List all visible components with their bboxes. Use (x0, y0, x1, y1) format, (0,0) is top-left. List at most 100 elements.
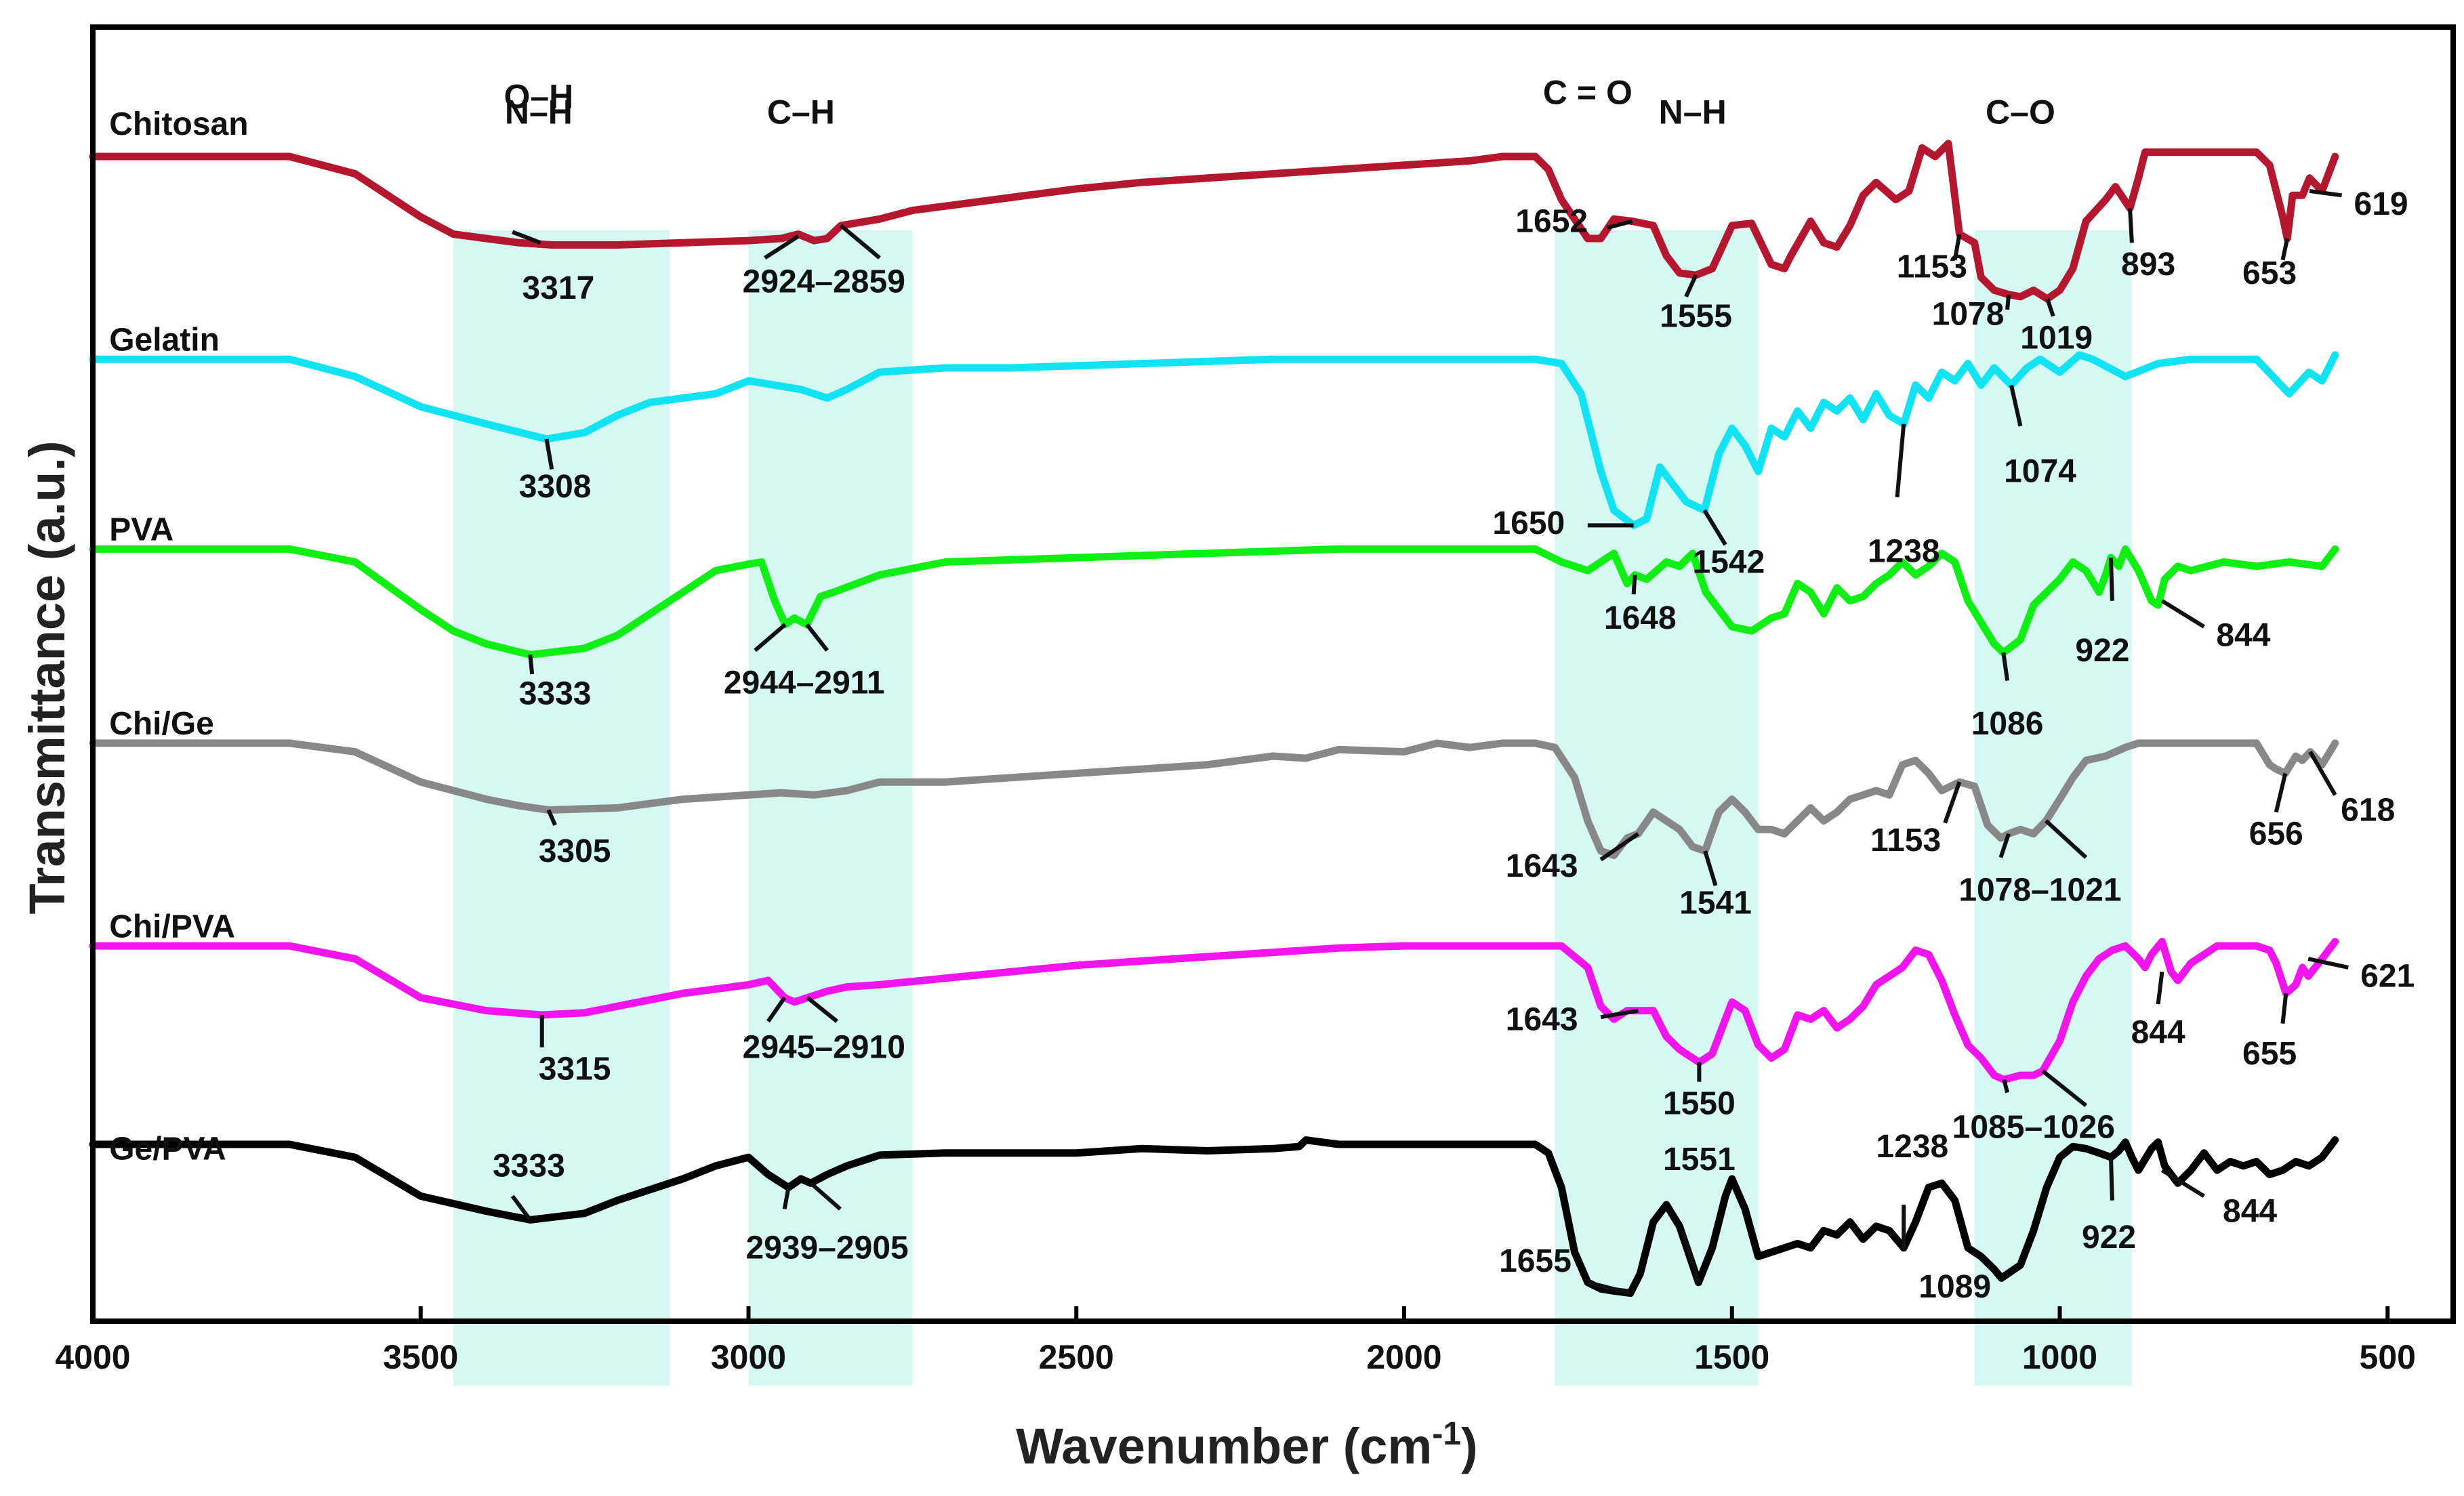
peak-leader-chitosan-6 (2005, 294, 2011, 310)
peak-leader-chi-ge-23 (546, 809, 557, 827)
series-label-chi-ge: Chi/Ge (109, 706, 214, 742)
peak-label-pva-844: 844 (2216, 618, 2270, 654)
peak-label-chitosan-1153: 1153 (1897, 249, 1967, 285)
peak-leader-ge-pva-48 (2108, 1157, 2114, 1201)
x-tick-label-500: 500 (2360, 1338, 2416, 1376)
peak-leader-chi-pva-33 (806, 996, 838, 1023)
x-axis-title-suffix: ) (1461, 1418, 1478, 1474)
peak-label-chitosan-653: 653 (2242, 255, 2297, 291)
x-tick-label-4000: 4000 (55, 1338, 130, 1376)
peak-leader-chitosan-1 (764, 234, 800, 260)
peak-leader-chi-ge-26 (1943, 781, 1962, 824)
peak-leader-ge-pva-45 (1681, 1230, 1701, 1283)
group-label-c-o-5: C–O (1986, 94, 2055, 131)
peak-leader-ge-pva-44 (1587, 1280, 1631, 1295)
series-line-ge-pva (89, 1136, 2339, 1297)
peak-leader-chitosan-7 (2045, 298, 2055, 317)
peak-label-chi-pva-1085-1026: 1085–1026 (1952, 1109, 2115, 1145)
peak-leader-ge-pva-42 (782, 1187, 791, 1210)
peak-leader-chitosan-3 (1607, 219, 1633, 230)
peak-label-chi-ge-1541: 1541 (1679, 885, 1752, 921)
peak-leader-chitosan-0 (512, 230, 541, 245)
spectra-series (89, 140, 2339, 1297)
peak-label-chi-ge-618: 618 (2341, 792, 2395, 828)
peak-leader-gelatin-11 (544, 438, 554, 470)
x-axis-title: Wavenumber (cm-1) (1016, 1416, 1477, 1474)
peak-label-pva-922: 922 (2075, 633, 2129, 669)
peak-leader-pva-21 (2108, 558, 2114, 601)
peak-leader-chi-ge-25 (1703, 850, 1718, 886)
peak-leader-chi-pva-36 (2002, 1079, 2010, 1094)
peak-label-chi-pva-2945-2910: 2945–2910 (743, 1030, 905, 1066)
x-tick-label-3000: 3000 (711, 1338, 786, 1376)
peak-leader-chitosan-9 (2280, 238, 2290, 261)
x-axis-title-main: Wavenumber (cm (1016, 1418, 1432, 1474)
group-label-n-h-4: N–H (1659, 94, 1727, 131)
y-axis-title: Transmittance (a.u.) (19, 440, 75, 914)
group-annotations: O–HN–H C–HC = ON–H C–O (504, 73, 2055, 131)
peak-leader-ge-pva-41 (510, 1194, 532, 1222)
group-label-n-h-1: N–H (505, 94, 573, 131)
peak-leader-chitosan-4 (1684, 274, 1698, 298)
peak-leader-pva-19 (1631, 575, 1637, 595)
group-label-o-h-0: O–H (504, 78, 573, 116)
peak-leader-pva-16 (528, 654, 535, 675)
x-tick-label-2500: 2500 (1039, 1338, 1114, 1376)
peak-label-ge-pva-844: 844 (2223, 1194, 2277, 1230)
peak-label-chi-ge-3305: 3305 (539, 833, 611, 869)
peak-label-gelatin-3308: 3308 (519, 469, 592, 505)
x-tick-label-1000: 1000 (2022, 1338, 2097, 1376)
peak-annotations: 3317 2924–2859 1652 1555 1153 1078 1019 893 653 6… (493, 186, 2415, 1305)
peak-label-chitosan-3317: 3317 (522, 270, 595, 306)
peak-label-chitosan-2924-2859: 2924–2859 (743, 264, 905, 300)
series-line-gelatin (89, 351, 2339, 529)
series-line-chi-pva (89, 938, 2339, 1083)
peak-label-chitosan-619: 619 (2354, 186, 2408, 222)
peak-label-ge-pva-922: 922 (2082, 1220, 2136, 1255)
peak-label-chitosan-1652: 1652 (1515, 203, 1588, 239)
peak-label-ge-pva-1551: 1551 (1663, 1142, 1736, 1178)
peak-label-chi-ge-1153: 1153 (1870, 823, 1941, 858)
x-tick-label-1500: 1500 (1694, 1338, 1769, 1376)
x-tick-label-3500: 3500 (383, 1338, 458, 1376)
peak-leader-chi-ge-24 (1599, 832, 1640, 862)
peak-label-ge-pva-1655: 1655 (1499, 1243, 1572, 1279)
peak-leader-chi-ge-27 (1998, 833, 2011, 858)
series-label-ge-pva: Ge/PVA (109, 1131, 226, 1167)
peak-label-chitosan-1019: 1019 (2020, 320, 2093, 356)
peak-leader-chi-ge-29 (2274, 772, 2288, 813)
series-label-pva: PVA (109, 512, 173, 548)
peak-label-ge-pva-1089: 1089 (1918, 1269, 1991, 1305)
peak-label-pva-1648: 1648 (1604, 600, 1677, 636)
peak-label-ge-pva-2939-2905: 2939–2905 (745, 1230, 908, 1266)
peak-leader-pva-17 (754, 623, 787, 652)
peak-leader-pva-18 (805, 623, 829, 652)
peak-label-gelatin-1650: 1650 (1492, 505, 1565, 541)
series-labels: Chitosan Gelatin PVA Chi/Ge Chi/PVA Ge/PVA (109, 106, 248, 1167)
peak-label-chi-pva-1550: 1550 (1663, 1085, 1736, 1121)
peak-leader-gelatin-15 (2009, 384, 2023, 427)
peak-leader-chitosan-5 (1952, 234, 1962, 261)
group-label-c-o-3: C = O (1543, 73, 1633, 111)
series-line-chitosan (89, 140, 2339, 303)
peak-leader-chi-ge-30 (2308, 751, 2337, 796)
series-line-chi-ge (89, 739, 2339, 859)
peak-leader-ge-pva-43 (809, 1182, 842, 1211)
series-label-chitosan: Chitosan (109, 106, 248, 142)
peak-leader-gelatin-13 (1702, 509, 1727, 546)
series-label-gelatin: Gelatin (109, 323, 220, 358)
plot-frame (90, 24, 2456, 1324)
peak-label-chi-pva-1643: 1643 (1506, 1001, 1578, 1037)
peak-label-chi-ge-1643: 1643 (1506, 848, 1578, 884)
x-tick-label-2000: 2000 (1366, 1338, 1441, 1376)
peak-label-gelatin-1542: 1542 (1693, 544, 1765, 580)
peak-label-chi-pva-844: 844 (2131, 1014, 2185, 1050)
peak-label-chitosan-1555: 1555 (1660, 298, 1732, 334)
highlight-band-3 (1555, 230, 1666, 1386)
peak-label-gelatin-1238: 1238 (1868, 533, 1940, 569)
highlight-band-2 (748, 230, 913, 1386)
peak-label-chi-pva-3315: 3315 (539, 1051, 611, 1087)
peak-leader-chi-pva-38 (2156, 971, 2164, 1005)
peak-leader-chi-pva-37 (2041, 1069, 2088, 1108)
